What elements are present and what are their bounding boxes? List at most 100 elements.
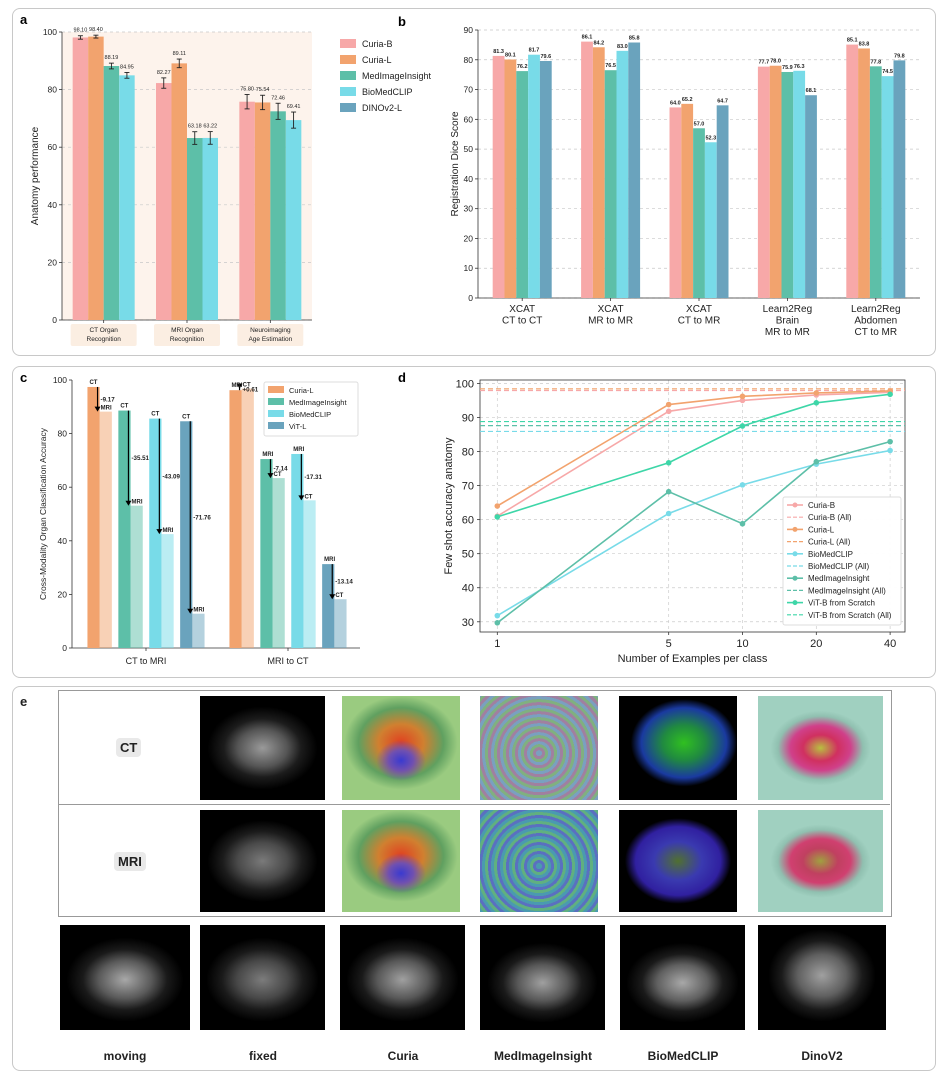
bar xyxy=(805,95,817,298)
value-label: 65.2 xyxy=(682,97,693,103)
value-label: 77.7 xyxy=(758,60,769,66)
bar-target xyxy=(303,500,316,648)
bar xyxy=(492,55,505,299)
y-tick-label: 100 xyxy=(456,378,474,390)
plot-frame xyxy=(479,379,906,633)
panel-a-label: a xyxy=(20,12,28,27)
legend-swatch xyxy=(340,71,356,80)
legend-marker xyxy=(792,600,798,606)
mri-medimageinsight-feature-map xyxy=(480,810,598,912)
legend-label: MedImageInsight xyxy=(362,71,432,81)
data-point xyxy=(887,447,893,454)
delta-label: -7.14 xyxy=(273,466,288,473)
value-label: 78.0 xyxy=(770,59,781,65)
bar xyxy=(757,66,770,298)
y-tick-label: 0 xyxy=(62,643,67,653)
value-label: 86.1 xyxy=(582,35,593,41)
bar-target xyxy=(161,534,174,648)
source-label: CT xyxy=(120,404,128,410)
y-axis-label: Cross-Modality Organ Classification Accu… xyxy=(38,427,48,600)
value-label: 79.6 xyxy=(540,54,551,60)
value-label: 68.1 xyxy=(806,88,817,94)
target-label: CT xyxy=(243,383,251,389)
source-label: CT xyxy=(89,380,97,386)
delta-arrowhead xyxy=(125,500,132,506)
ct-medimageinsight-feature-map xyxy=(480,696,598,800)
legend-label: Curia-L xyxy=(362,55,392,65)
legend-label: BioMedCLIP xyxy=(808,550,853,559)
bar xyxy=(156,83,172,320)
legend-marker xyxy=(792,526,798,532)
y-tick-label: 60 xyxy=(48,142,58,152)
data-point xyxy=(739,482,746,488)
data-point xyxy=(665,488,672,495)
data-point xyxy=(813,390,820,396)
ct-curia-feature-map xyxy=(342,696,460,800)
mri-curia-feature-map xyxy=(342,810,460,912)
legend-swatch xyxy=(268,422,284,429)
x-tick-label: CT Organ Recognition xyxy=(87,327,122,343)
bar xyxy=(539,60,552,298)
data-point xyxy=(813,458,820,465)
delta-arrowhead xyxy=(329,594,336,600)
dinov2-registered-image xyxy=(758,925,886,1030)
ct-dinov2-feature-map xyxy=(758,696,883,800)
chart-b: 0 10 20 30 40 50 60 70 80 90 Registration Dice Sco… xyxy=(450,25,920,338)
target-label: MRI xyxy=(162,528,173,534)
legend-label: Curia-L xyxy=(289,386,314,395)
y-tick-label: 30 xyxy=(462,617,474,629)
y-tick-label: 60 xyxy=(462,515,474,527)
legend-label: BioMedCLIP xyxy=(362,87,413,97)
value-label: 69.41 xyxy=(287,104,301,110)
y-tick-label: 50 xyxy=(464,144,474,154)
y-tick-label: 20 xyxy=(464,233,474,243)
panel-c-label: c xyxy=(20,370,27,385)
source-label: MRI xyxy=(231,383,242,389)
bar-target xyxy=(241,388,254,648)
legend-swatch xyxy=(268,410,284,417)
bar xyxy=(103,66,120,320)
caption-moving: moving xyxy=(103,1049,147,1063)
bar-source xyxy=(180,421,193,648)
bar xyxy=(704,142,717,298)
bar-source xyxy=(291,453,304,648)
value-label: 89.11 xyxy=(173,51,186,57)
y-tick-label: 90 xyxy=(462,412,474,424)
target-label: CT xyxy=(335,593,343,599)
x-tick-label-bg xyxy=(70,324,137,346)
legend-label: ViT-B from Scratch (All) xyxy=(808,611,892,620)
delta-label: +0.61 xyxy=(243,386,259,393)
x-tick-label: XCAT MR to MR xyxy=(588,304,633,327)
bar xyxy=(858,48,870,299)
target-label: MRI xyxy=(132,500,143,506)
delta-arrowhead xyxy=(187,608,194,614)
legend-label: MedImageInsight xyxy=(289,398,347,407)
caption-curia: Curia xyxy=(387,1049,419,1063)
x-tick-label: MRI to CT xyxy=(267,656,309,666)
data-point xyxy=(739,397,746,404)
biomedclip-registered-image xyxy=(620,925,745,1030)
value-label: 83.8 xyxy=(859,41,870,47)
value-label: 64.0 xyxy=(670,100,681,106)
bar-source xyxy=(118,410,131,648)
value-label: 84.2 xyxy=(593,40,604,46)
legend-swatch xyxy=(340,55,356,64)
y-tick-label: 100 xyxy=(43,27,57,37)
y-tick-label: 20 xyxy=(48,257,58,267)
data-point xyxy=(665,459,672,466)
delta-label: -17.31 xyxy=(304,474,322,481)
value-label: 75.80 xyxy=(240,86,254,92)
source-label: CT xyxy=(182,414,190,420)
legend-swatch xyxy=(268,398,284,405)
source-label: MRI xyxy=(324,557,335,563)
data-point xyxy=(494,514,501,520)
x-tick-label: 20 xyxy=(810,638,822,650)
delta-label: -71.76 xyxy=(193,514,211,521)
y-tick-label: 40 xyxy=(462,583,474,595)
bar xyxy=(693,128,705,298)
bar xyxy=(72,37,89,321)
bar xyxy=(254,102,271,321)
x-tick-label: CT to MRI xyxy=(126,656,167,666)
curia-registered-image xyxy=(340,925,465,1030)
source-label: MRI xyxy=(262,452,273,458)
